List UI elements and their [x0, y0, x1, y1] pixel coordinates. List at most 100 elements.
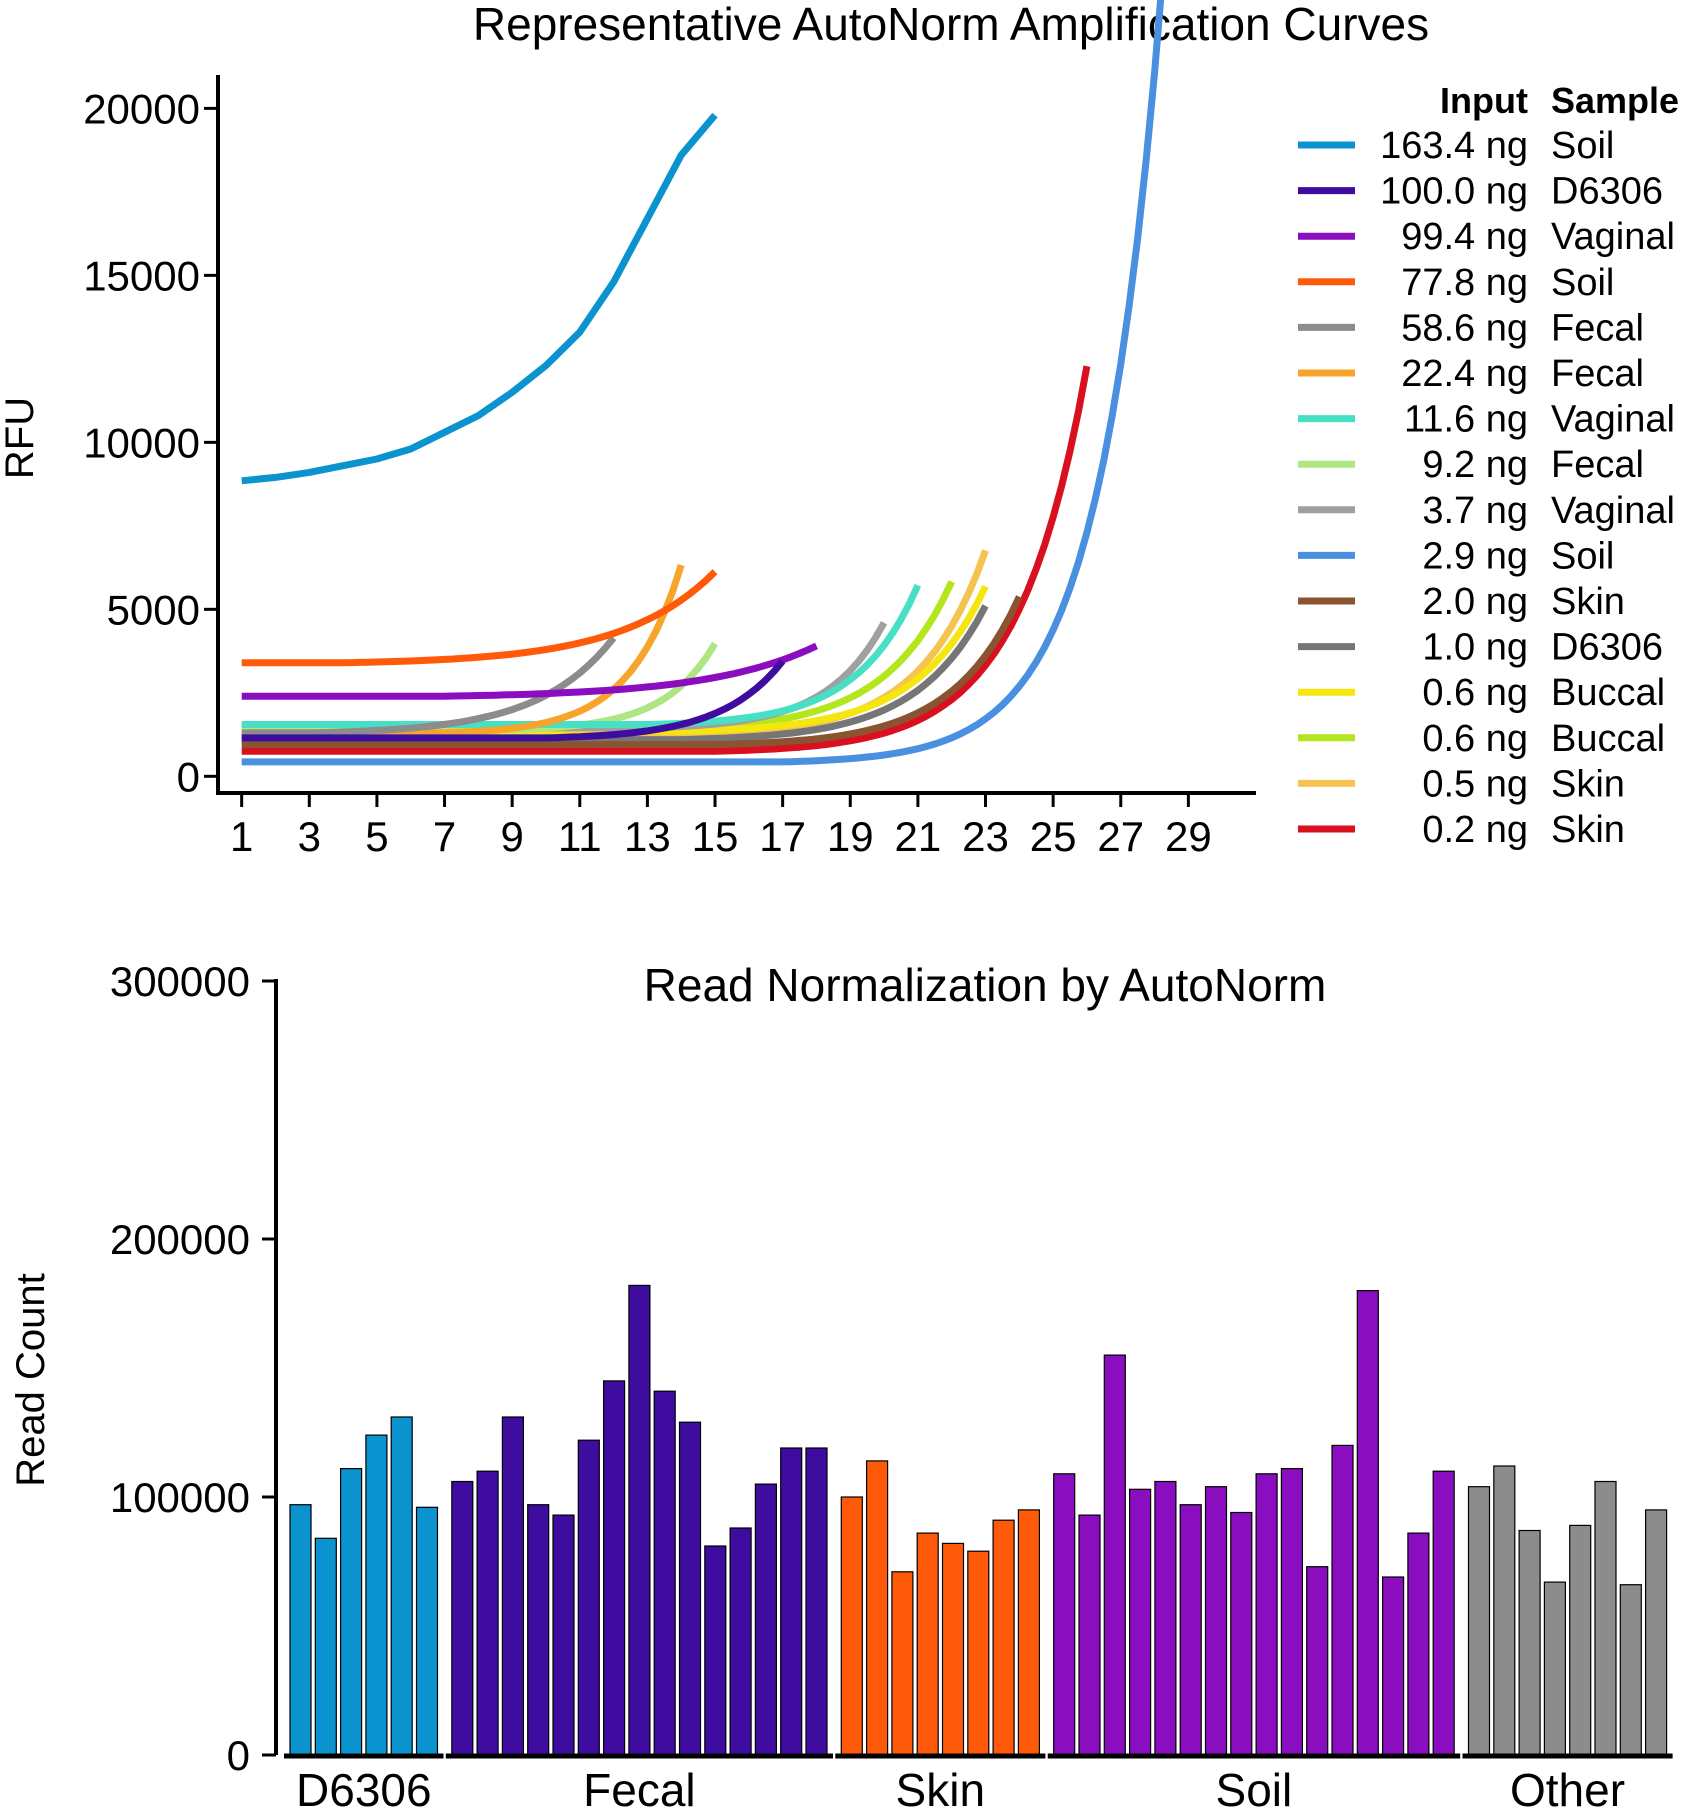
- y-tick-label: 100000: [110, 1474, 250, 1521]
- y-tick-label: 0: [227, 1732, 250, 1779]
- y-tick-label: 0: [177, 753, 200, 800]
- read-count-bar: [1053, 1473, 1076, 1756]
- legend-input-label: 0.5 ng: [1422, 763, 1528, 805]
- x-tick-label: 5: [365, 813, 388, 860]
- read-count-bar: [704, 1545, 727, 1756]
- read-count-bar: [577, 1439, 600, 1756]
- x-tick-label: 11: [558, 813, 602, 860]
- amplification-curve: [241, 569, 718, 667]
- read-count-axes: 0 100000 200000 300000: [110, 958, 278, 1779]
- amplification-curves: [241, 0, 1165, 766]
- legend-input-label: 0.6 ng: [1422, 718, 1528, 760]
- read-count-bar: [1518, 1529, 1541, 1756]
- amplification-curve: [241, 583, 922, 728]
- group-label: Skin: [896, 1764, 985, 1808]
- read-count-bars: [289, 1284, 1668, 1756]
- read-count-bar: [754, 1483, 778, 1756]
- x-tick-label: 17: [759, 813, 806, 860]
- legend-input-label: 77.8 ng: [1401, 262, 1528, 304]
- read-count-bar: [916, 1532, 939, 1756]
- amplification-curve: [241, 0, 1165, 766]
- read-count-bar: [891, 1571, 914, 1756]
- legend-sample-label: Skin: [1551, 581, 1625, 623]
- read-count-bar: [1128, 1488, 1152, 1756]
- read-count-bar: [1381, 1576, 1405, 1756]
- read-count-bar: [1467, 1486, 1491, 1756]
- group-label: Soil: [1216, 1764, 1293, 1808]
- x-tick-label: 27: [1097, 813, 1144, 860]
- y-tick-label: 20000: [83, 85, 200, 132]
- x-tick-label: 29: [1165, 813, 1212, 860]
- x-tick-label: 3: [298, 813, 321, 860]
- read-count-bar: [729, 1527, 752, 1756]
- group-label: Fecal: [583, 1764, 695, 1808]
- x-tick-label: 1: [230, 813, 253, 860]
- read-count-bar: [992, 1519, 1015, 1756]
- x-tick-label: 15: [692, 813, 739, 860]
- legend-input-label: 58.6 ng: [1401, 307, 1528, 349]
- read-count-bar: [1543, 1581, 1567, 1756]
- legend-sample-label: Buccal: [1551, 718, 1665, 760]
- read-count-bar: [805, 1447, 828, 1756]
- read-count-bar: [780, 1447, 803, 1756]
- read-count-bar: [678, 1421, 702, 1756]
- read-count-bar: [340, 1467, 363, 1756]
- legend-sample-label: Fecal: [1551, 307, 1644, 349]
- y-tick-label: 10000: [83, 419, 200, 466]
- x-tick-label: 7: [433, 813, 456, 860]
- legend-sample-label: Soil: [1551, 125, 1614, 167]
- read-count-bar: [602, 1380, 626, 1756]
- read-count-bar: [865, 1460, 889, 1756]
- read-count-bar: [941, 1542, 965, 1756]
- amplification-curve: [241, 112, 718, 485]
- read-count-bar: [476, 1470, 499, 1756]
- legend-sample-label: Skin: [1551, 809, 1625, 851]
- read-count-bar: [390, 1416, 413, 1756]
- read-count-bar: [1179, 1504, 1202, 1756]
- read-count-bar: [1619, 1584, 1642, 1756]
- x-tick-label: 19: [827, 813, 874, 860]
- read-count-bar: [1594, 1480, 1617, 1756]
- read-count-bar: [289, 1504, 312, 1756]
- legend-header-input: Input: [1440, 80, 1528, 121]
- amplification-y-axis-label: RFU: [0, 397, 42, 479]
- y-tick-label: 5000: [107, 586, 200, 633]
- read-count-bar: [365, 1434, 388, 1756]
- read-count-bar: [527, 1504, 550, 1756]
- read-count-bar: [1356, 1289, 1379, 1756]
- legend-sample-label: Fecal: [1551, 353, 1644, 395]
- amplification-legend: Input Sample 163.4 ng Soil 100.0 ng D6306 99…: [1298, 80, 1679, 851]
- amplification-chart: Representative AutoNorm Amplification Cu…: [0, 0, 1679, 860]
- amplification-chart-title: Representative AutoNorm Amplification Cu…: [473, 0, 1429, 50]
- group-label: D6306: [296, 1764, 432, 1808]
- read-count-bar: [1204, 1486, 1228, 1756]
- read-count-bar: [1493, 1465, 1516, 1756]
- read-count-bar: [1407, 1532, 1430, 1756]
- legend-input-label: 3.7 ng: [1422, 490, 1528, 532]
- legend-sample-label: Soil: [1551, 535, 1614, 577]
- legend-input-label: 1.0 ng: [1422, 627, 1528, 669]
- read-count-bar: [1230, 1511, 1253, 1756]
- read-count-bar: [451, 1480, 474, 1756]
- read-count-bar: [653, 1390, 676, 1756]
- read-count-bar: [1154, 1480, 1177, 1756]
- read-count-bar: [1103, 1354, 1126, 1756]
- legend-input-label: 100.0 ng: [1380, 171, 1528, 213]
- group-label: Other: [1510, 1764, 1625, 1808]
- read-count-bar: [1017, 1509, 1041, 1756]
- amplification-curve: [241, 365, 1091, 755]
- legend-header-sample: Sample: [1551, 80, 1679, 121]
- legend-input-label: 2.0 ng: [1422, 581, 1528, 623]
- read-normalization-chart-title: Read Normalization by AutoNorm: [644, 959, 1327, 1011]
- legend-sample-label: Soil: [1551, 262, 1614, 304]
- x-tick-label: 9: [500, 813, 523, 860]
- legend-input-label: 0.2 ng: [1422, 809, 1528, 851]
- legend-sample-label: D6306: [1551, 627, 1663, 669]
- read-count-bar: [1432, 1470, 1455, 1756]
- read-count-bar: [501, 1416, 524, 1756]
- y-tick-label: 300000: [110, 958, 250, 1005]
- read-count-bar: [1280, 1467, 1304, 1756]
- read-count-bar: [1644, 1509, 1668, 1756]
- legend-input-label: 11.6 ng: [1404, 399, 1528, 441]
